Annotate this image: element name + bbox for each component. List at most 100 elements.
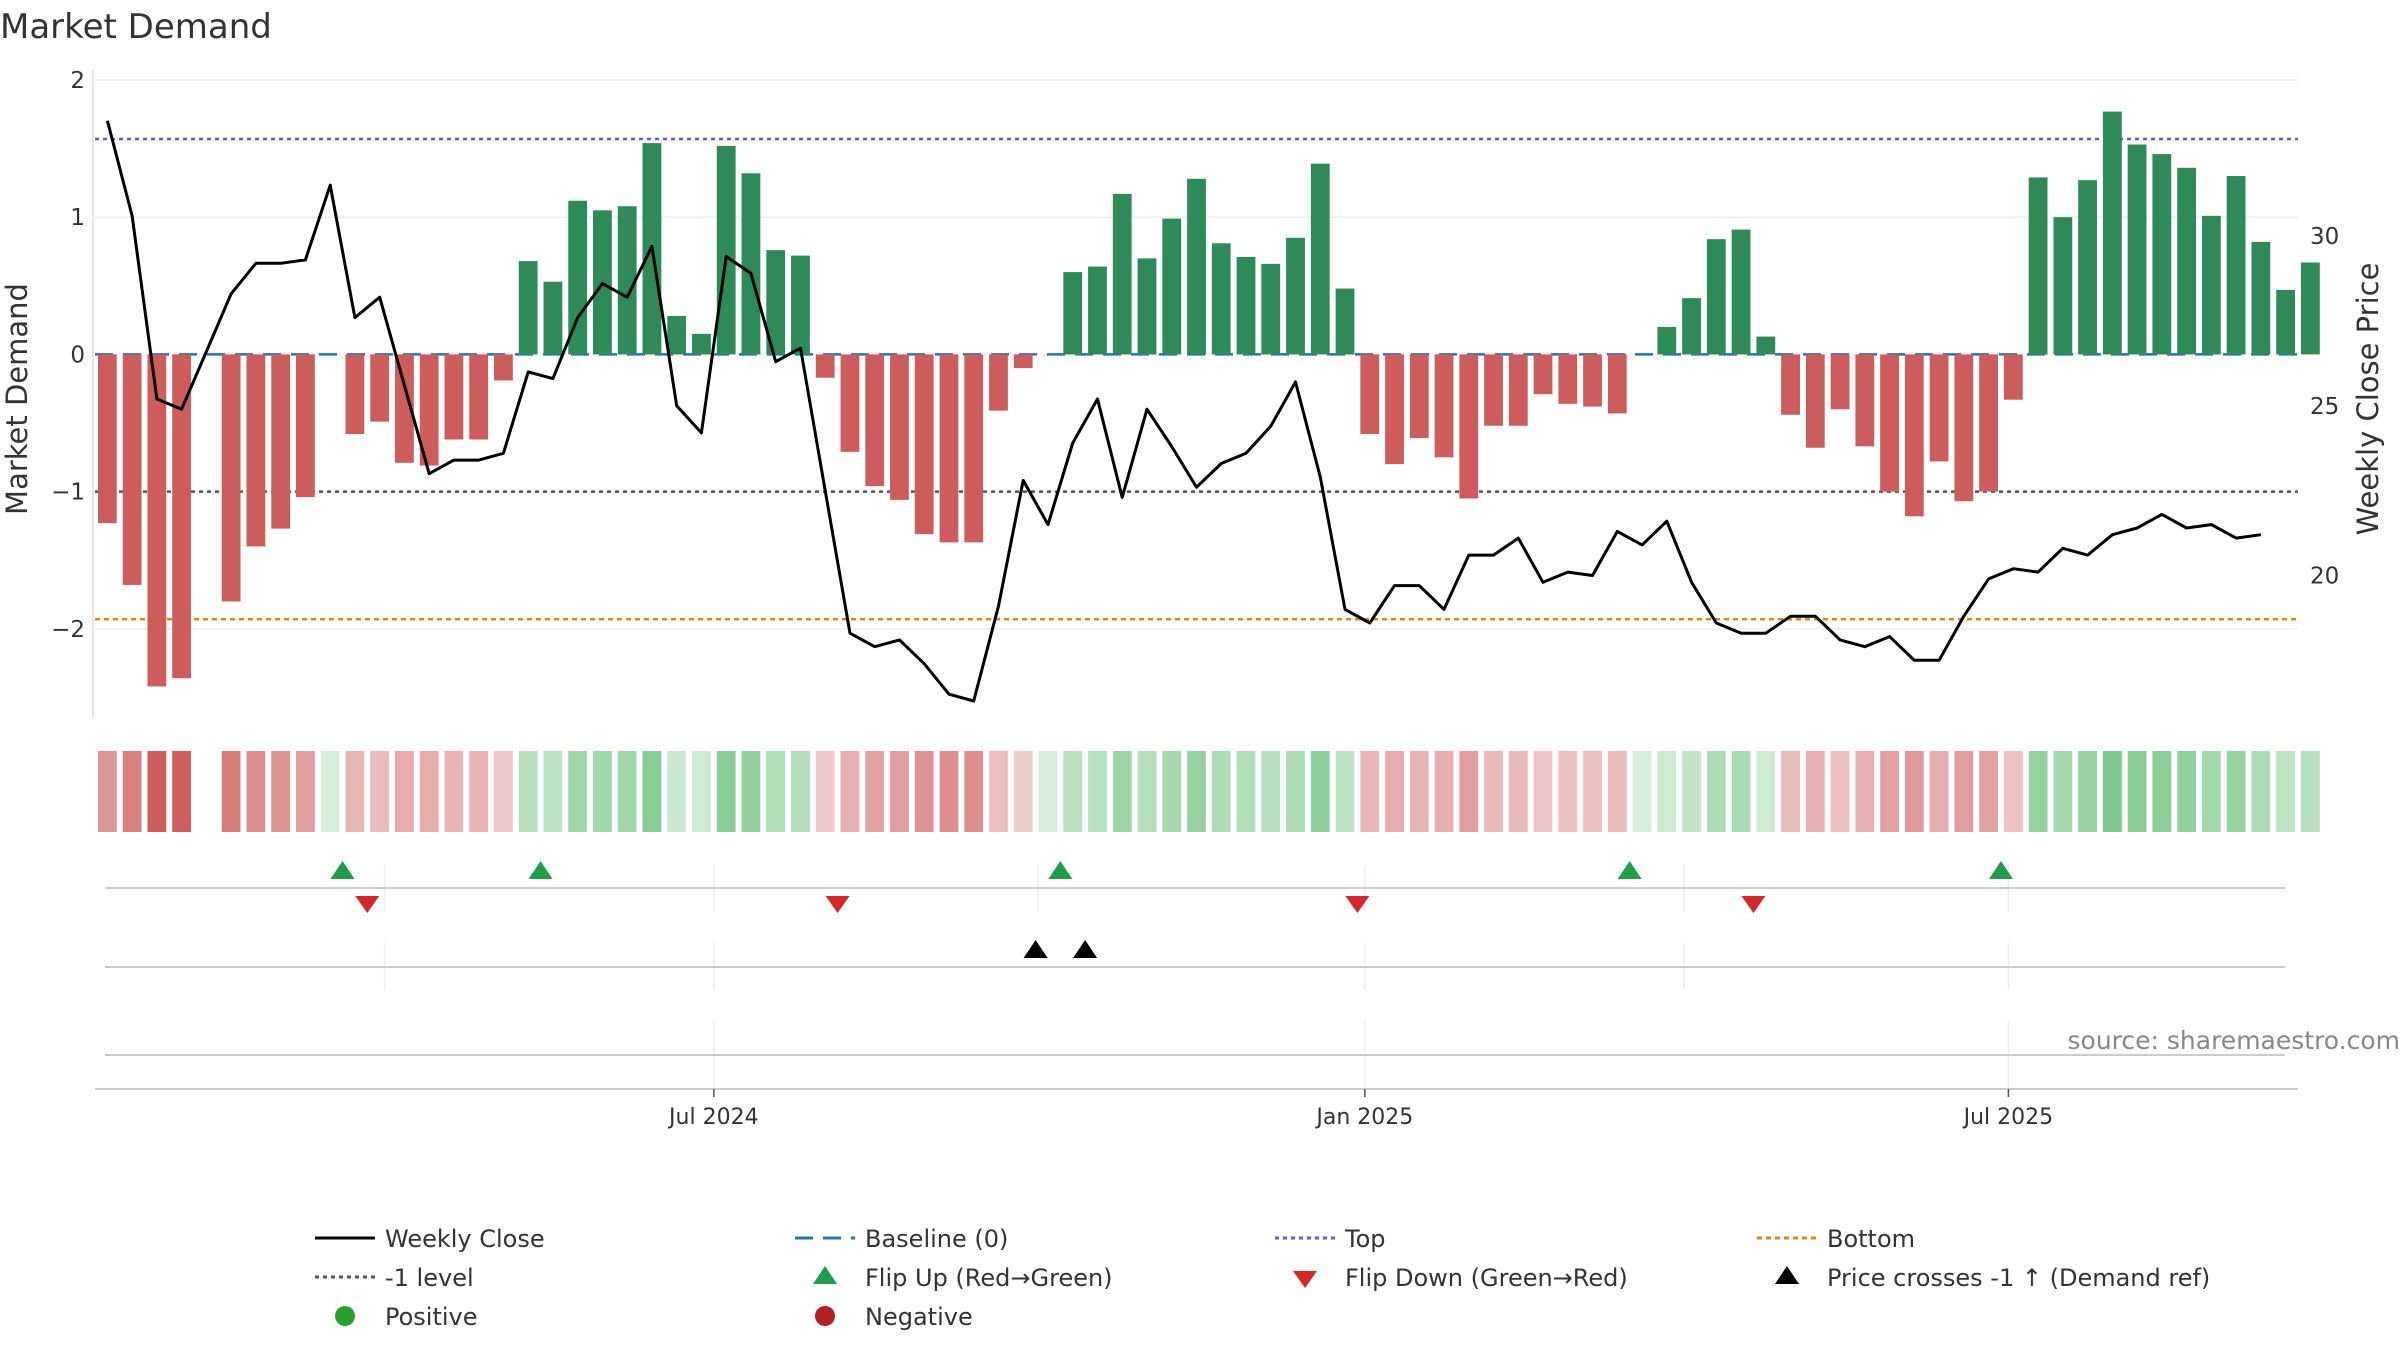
heat-cell [1583,751,1602,832]
weekly-close-polyline [105,120,2262,703]
demand-bar [1112,193,1132,355]
heat-cell [692,751,711,832]
legend-item-cross: Price crosses -1 ↑ (Demand ref) [1775,1264,2210,1292]
heat-cell [815,751,835,832]
heat-cell [2300,751,2320,832]
heat-cell [1880,751,1899,832]
legend-item-flip_down: Flip Down (Green→Red) [1293,1264,1628,1292]
legend-item-bottom: Bottom [1757,1225,1915,1253]
demand-bar [370,354,390,422]
demand-bar [1211,243,1231,355]
right-axis-label: Weekly Close Price [2351,263,2385,536]
heat-cell [865,751,885,832]
left-tick-label: 0 [70,342,85,368]
heat-cell [617,751,637,832]
heat-cell [1385,751,1404,832]
legend-label: Baseline (0) [865,1225,1008,1253]
demand-bar [1187,178,1206,355]
heat-cell [989,751,1008,832]
heat-cell [1607,751,1627,832]
demand-bar [1558,354,1578,404]
heat-cell [2251,751,2271,832]
demand-bar [1409,354,1429,439]
demand-bar [1063,272,1083,355]
demand-heat-strip [97,751,2320,832]
heat-cell [667,751,687,832]
demand-bar [2300,262,2320,355]
flip-down-marker [1345,896,1370,913]
demand-bar [1904,354,1924,517]
demand-bar [469,354,489,440]
heat-cell [642,751,662,832]
heat-cell [1929,751,1949,832]
heat-cell [1063,751,1083,832]
heat-cell [345,751,365,832]
price-cross-marker [1073,940,1098,958]
demand-bar [766,250,786,355]
flip-down-marker [825,896,850,913]
event-panels [105,861,2285,1088]
legend: Weekly Close Baseline (0) Top Bottom -1 leve… [315,1225,2210,1331]
heat-cell [1360,751,1380,832]
demand-bar [2102,111,2122,355]
heat-cell [716,751,736,832]
legend-item-minus_one: -1 level [315,1264,474,1292]
heat-cell [172,751,192,832]
demand-bar [568,200,588,355]
heat-cell [469,751,489,832]
legend-item-dot_positive: Positive [335,1303,478,1331]
demand-bar [2053,217,2073,355]
heat-cell [1162,751,1182,832]
heat-cell [2028,751,2048,832]
legend-label: Price crosses -1 ↑ (Demand ref) [1827,1264,2210,1292]
demand-bar [1954,354,1974,502]
heat-cell [2127,751,2147,832]
heat-cell [1013,751,1033,832]
demand-bar [246,354,266,547]
x-tick-label: Jul 2024 [667,1105,759,1130]
heat-cell [1855,751,1875,832]
demand-bar [494,354,513,381]
x-tick-label: Jan 2025 [1314,1105,1413,1130]
right-tick-label: 20 [2310,563,2339,589]
demand-bar [840,354,860,452]
heat-cell [1088,751,1107,832]
demand-bar [1508,354,1528,426]
flip-up-marker [1617,861,1642,879]
demand-bar [444,354,464,440]
legend-label: Negative [865,1303,973,1331]
demand-bar [1979,354,1998,492]
demand-bar [667,315,687,355]
heat-cell [295,751,315,832]
flip-up-marker [528,861,553,879]
demand-bar [865,354,885,487]
demand-bar [1484,354,1503,426]
heat-cell [1112,751,1132,832]
legend-swatch [1293,1271,1317,1288]
heat-cell [320,751,340,832]
demand-bar [1805,354,1825,448]
heat-cell [147,751,167,832]
heat-cell [1236,751,1256,832]
flip-down-marker [355,896,380,913]
demand-bar [345,354,365,434]
demand-bar [1855,354,1875,447]
demand-bar [2251,241,2271,355]
demand-bar [2276,289,2296,355]
demand-bar [741,173,761,355]
left-tick-label: 1 [70,205,85,231]
heat-cell [766,751,786,832]
demand-bars [97,111,2320,687]
flip-down-marker [1741,896,1766,913]
heat-cell [271,751,291,832]
heat-cell [2276,751,2296,832]
x-axis: Jul 2024 Jan 2025 Jul 2025 [95,1088,2298,1130]
legend-swatch [813,1266,837,1284]
heat-cell [1038,751,1058,832]
demand-bar [914,354,934,535]
heat-cell [1211,751,1231,832]
heat-cell [1706,751,1726,832]
heat-cell [1310,751,1330,832]
flip-up-marker [1048,861,1073,879]
demand-bar [1657,326,1677,355]
